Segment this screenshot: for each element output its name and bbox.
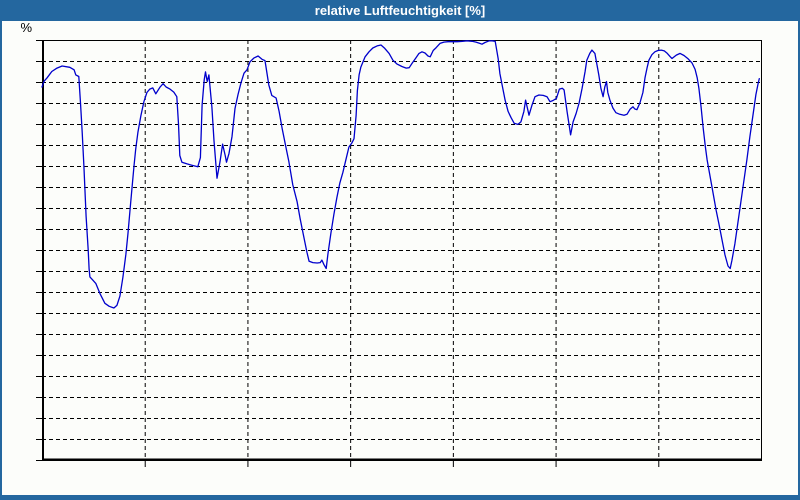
title-bar: relative Luftfeuchtigkeit [%] xyxy=(2,0,798,21)
y-axis-unit-label: % xyxy=(20,20,32,35)
chart-area: % xyxy=(2,21,798,495)
window-title: relative Luftfeuchtigkeit [%] xyxy=(314,3,486,18)
chart-svg xyxy=(36,40,762,467)
